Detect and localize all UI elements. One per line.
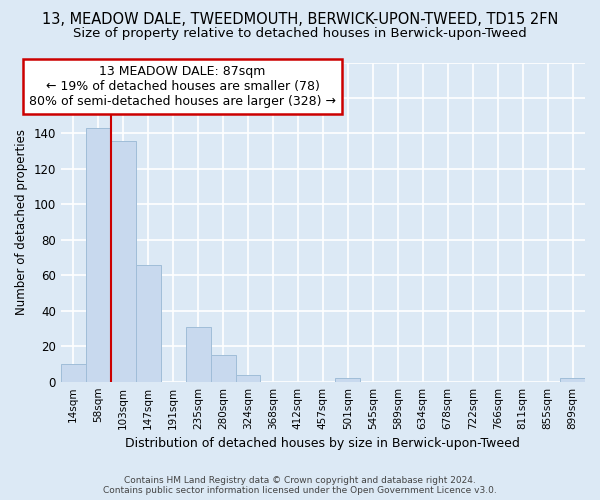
Bar bbox=[111, 140, 136, 382]
Text: 13 MEADOW DALE: 87sqm
← 19% of detached houses are smaller (78)
80% of semi-deta: 13 MEADOW DALE: 87sqm ← 19% of detached … bbox=[29, 65, 336, 108]
X-axis label: Distribution of detached houses by size in Berwick-upon-Tweed: Distribution of detached houses by size … bbox=[125, 437, 520, 450]
Text: Size of property relative to detached houses in Berwick-upon-Tweed: Size of property relative to detached ho… bbox=[73, 28, 527, 40]
Bar bbox=[61, 364, 86, 382]
Bar bbox=[185, 326, 211, 382]
Text: Contains HM Land Registry data © Crown copyright and database right 2024.
Contai: Contains HM Land Registry data © Crown c… bbox=[103, 476, 497, 495]
Bar bbox=[86, 128, 111, 382]
Text: 13, MEADOW DALE, TWEEDMOUTH, BERWICK-UPON-TWEED, TD15 2FN: 13, MEADOW DALE, TWEEDMOUTH, BERWICK-UPO… bbox=[42, 12, 558, 28]
Bar bbox=[560, 378, 585, 382]
Bar bbox=[136, 264, 161, 382]
Bar bbox=[211, 355, 236, 382]
Bar bbox=[236, 374, 260, 382]
Y-axis label: Number of detached properties: Number of detached properties bbox=[15, 129, 28, 315]
Bar bbox=[335, 378, 361, 382]
